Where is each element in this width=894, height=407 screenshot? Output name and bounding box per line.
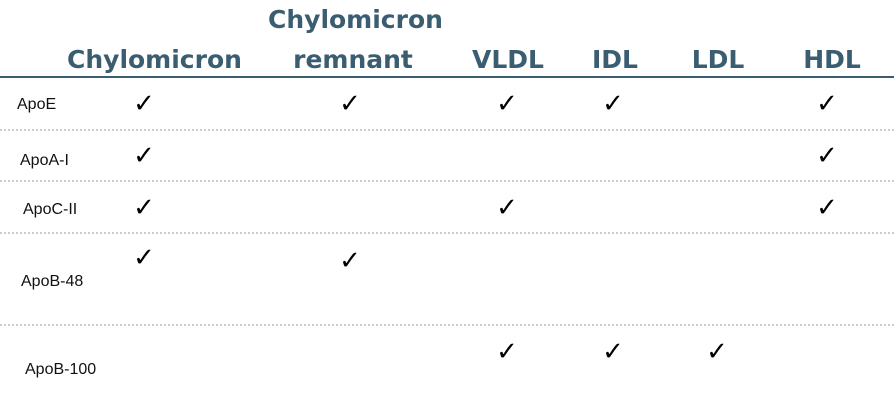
column-header-line1: Chylomicron — [268, 5, 443, 34]
check-mark-icon: ✓ — [496, 193, 518, 223]
column-header-hdl: HDL — [800, 44, 864, 76]
row-label: ApoA-I — [20, 152, 69, 169]
column-header-line2: Chylomicron — [67, 45, 242, 74]
row-label: ApoE — [17, 96, 57, 113]
check-mark-icon: ✓ — [816, 141, 838, 171]
check-mark-icon: ✓ — [133, 141, 155, 171]
row-separator — [0, 180, 894, 182]
column-header-ldl: LDL — [688, 44, 748, 76]
check-mark-icon: ✓ — [496, 89, 518, 119]
column-header-line2: HDL — [803, 45, 861, 74]
check-mark-icon: ✓ — [339, 89, 361, 119]
check-mark-icon: ✓ — [496, 337, 518, 367]
row-label: ApoB-48 — [21, 273, 84, 290]
column-header-line2: VLDL — [472, 45, 544, 74]
check-mark-icon: ✓ — [133, 243, 155, 273]
check-mark-icon: ✓ — [816, 89, 838, 119]
row-separator — [0, 232, 894, 234]
column-header-line2: remnant — [293, 45, 413, 74]
column-header-line2: LDL — [691, 45, 745, 74]
column-header-vldl: VLDL — [468, 44, 548, 76]
column-header-line2: IDL — [592, 45, 638, 74]
header-rule — [0, 76, 894, 78]
row-label: ApoC-II — [23, 201, 78, 218]
column-header-chylomicron-remnant: Chylomicron remnant — [268, 4, 443, 76]
column-header-idl: IDL — [585, 44, 645, 76]
row-separator — [0, 324, 894, 326]
check-mark-icon: ✓ — [133, 193, 155, 223]
check-mark-icon: ✓ — [602, 337, 624, 367]
check-mark-icon: ✓ — [816, 193, 838, 223]
row-label: ApoB-100 — [25, 361, 97, 378]
check-mark-icon: ✓ — [602, 89, 624, 119]
check-mark-icon: ✓ — [133, 89, 155, 119]
row-separator — [0, 129, 894, 131]
column-header-chylomicron: Chylomicron — [67, 44, 242, 76]
check-mark-icon: ✓ — [339, 246, 361, 276]
check-mark-icon: ✓ — [706, 337, 728, 367]
